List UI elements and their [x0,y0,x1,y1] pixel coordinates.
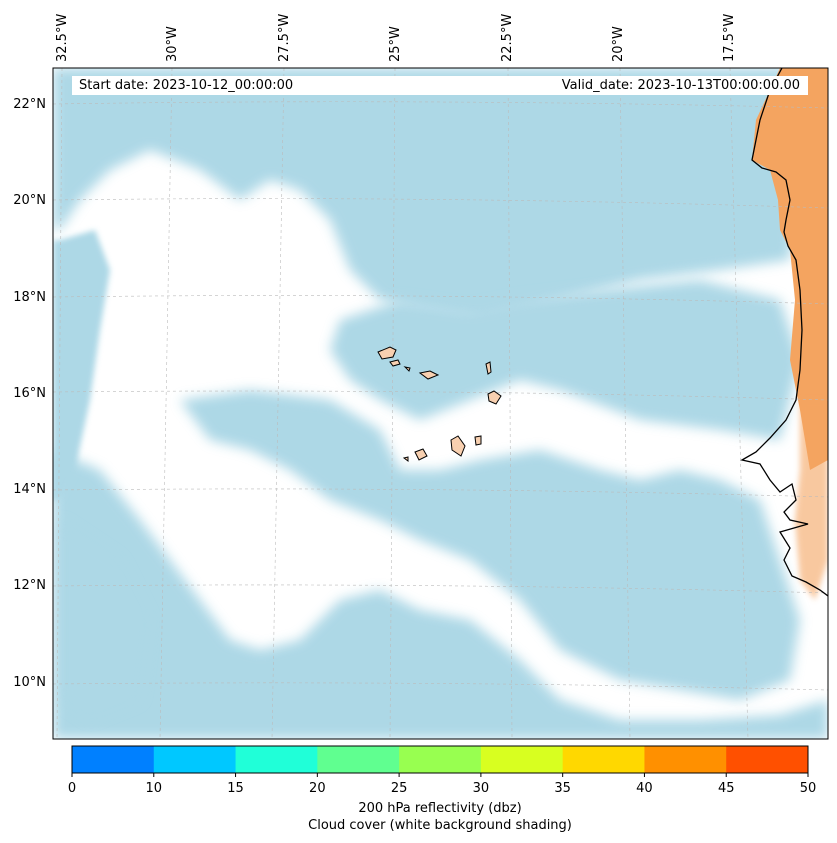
lat-label: 22°N [13,97,46,112]
colorbar-tick-label: 20 [309,781,326,796]
colorbar-tick-label: 10 [145,781,163,796]
lat-label: 20°N [13,193,46,208]
colorbar-segment [562,746,645,773]
lon-label: 22.5°W [500,13,515,62]
lon-label: 30°W [165,26,180,62]
colorbar-tick-label: 30 [472,781,490,796]
colorbar-subtitle: Cloud cover (white background shading) [308,818,572,833]
colorbar-segment [399,746,482,773]
map-frame [52,67,829,740]
colorbar-tick-label: 45 [717,781,735,796]
cape-verde-islands [377,346,502,462]
date-info-box [72,76,808,95]
colorbar-tick-label: 50 [799,781,817,796]
colorbar-frame [71,745,809,774]
colorbar-tick-label: 0 [67,781,77,796]
lon-label: 20°W [611,26,626,62]
lon-label: 25°W [388,26,403,62]
colorbar-segment [153,746,237,773]
colorbar-segment [235,746,318,773]
lat-label: 10°N [13,675,46,690]
colorbar-tick-label: 15 [227,781,244,796]
map-gridlines [53,68,828,739]
lon-label: 17.5°W [722,13,737,62]
lat-label: 12°N [13,578,46,593]
colorbar-tick-label: 40 [636,781,653,796]
colorbar-segment [317,746,400,773]
lat-label: 16°N [13,386,46,401]
cloud-cover-shading [53,68,828,739]
lat-label: 18°N [13,290,46,305]
colorbar-title: 200 hPa reflectivity (dbz) [358,801,522,816]
colorbar-segment [72,746,155,773]
start-date-label: Start date: 2023-10-12_00:00:00 [79,78,294,93]
colorbar-tick-label: 25 [390,781,408,796]
africa-coastline [740,68,828,597]
colorbar-tick-label: 35 [554,781,571,796]
colorbar-segment [480,746,564,773]
colorbar [71,746,809,777]
reflectivity-shading [752,68,828,600]
lat-label: 14°N [13,482,46,497]
valid-date-label: Valid_date: 2023-10-13T00:00:00.00 [561,78,800,93]
colorbar-segment [726,746,809,773]
lon-label: 27.5°W [277,13,292,62]
colorbar-segment [644,746,727,773]
lon-label: 32.5°W [55,13,70,62]
